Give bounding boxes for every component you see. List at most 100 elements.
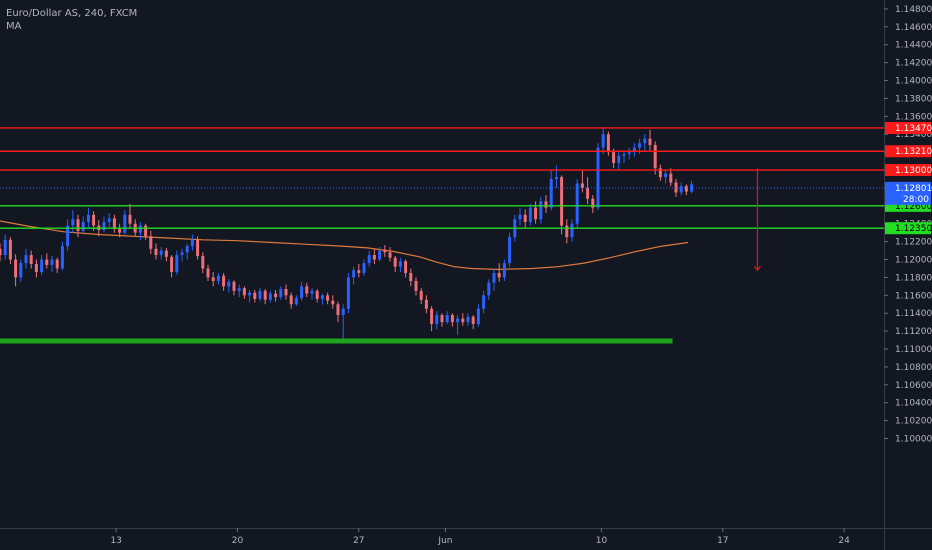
- candle-up: [482, 290, 486, 314]
- candle-up: [518, 207, 522, 226]
- candle-body: [76, 219, 80, 231]
- candle-up: [617, 152, 621, 171]
- candle-body: [216, 275, 220, 282]
- candle-up: [258, 288, 262, 302]
- candle-body: [669, 173, 673, 183]
- candle-up: [107, 212, 111, 228]
- candle-body: [320, 295, 324, 299]
- candle-body: [362, 263, 366, 273]
- candle-down: [534, 201, 538, 224]
- candle-body: [601, 134, 605, 148]
- candle-body: [206, 268, 210, 278]
- candle-down: [201, 252, 205, 273]
- candle-up: [487, 279, 491, 300]
- candle-up: [690, 180, 694, 194]
- candle-down: [669, 168, 673, 187]
- candle-body: [253, 292, 257, 299]
- candle-body: [71, 219, 75, 226]
- candle-body: [331, 300, 335, 305]
- candle-up: [3, 234, 7, 260]
- candle-down: [591, 195, 595, 213]
- candle-body: [0, 248, 2, 256]
- candle-up: [237, 284, 241, 298]
- candle-body: [404, 261, 408, 273]
- y-tick-label: 1.14600: [895, 23, 932, 33]
- candle-body: [414, 281, 418, 291]
- candle-down: [55, 257, 59, 273]
- candle-up: [362, 259, 366, 276]
- candle-body: [450, 315, 454, 323]
- tag-background: [885, 145, 931, 158]
- x-tick-label: 13: [110, 536, 121, 546]
- candle-down: [658, 164, 662, 181]
- candle-body: [690, 184, 694, 192]
- candle-down: [170, 255, 174, 278]
- candle-up: [643, 134, 647, 151]
- candle-body: [180, 252, 184, 256]
- candle-down: [372, 248, 376, 264]
- candle-up: [679, 182, 683, 196]
- candle-up: [66, 219, 70, 251]
- candle-down: [684, 184, 688, 196]
- x-tick-label: 27: [353, 536, 364, 546]
- candle-up: [294, 295, 298, 307]
- candle-body: [560, 177, 564, 226]
- candle-down: [274, 289, 278, 302]
- candle-down: [430, 306, 434, 332]
- candle-down: [154, 243, 158, 260]
- candle-down: [331, 295, 335, 309]
- candle-body: [60, 246, 64, 269]
- candle-down: [560, 175, 564, 235]
- candle-down: [196, 236, 200, 260]
- candle-body: [430, 308, 434, 324]
- candle-up: [466, 313, 470, 326]
- x-tick-label: 24: [838, 536, 850, 546]
- candle-body: [534, 207, 538, 220]
- candle-up: [190, 234, 194, 251]
- candle-down: [357, 264, 361, 278]
- candle-body: [648, 138, 652, 145]
- candle-body: [393, 257, 397, 267]
- tag-background: [885, 222, 931, 235]
- candle-body: [196, 239, 200, 256]
- candle-up: [60, 241, 64, 271]
- candle-body: [86, 214, 90, 222]
- candle-up: [102, 216, 106, 233]
- indicator-label: MA: [6, 21, 22, 32]
- candle-body: [419, 290, 423, 300]
- candle-body: [8, 239, 12, 260]
- candle-up: [664, 170, 668, 184]
- candle-body: [398, 261, 402, 267]
- candle-body: [570, 223, 574, 238]
- candle-body: [232, 281, 236, 291]
- time-axis-background: [0, 528, 932, 550]
- candle-body: [554, 177, 558, 179]
- candle-down: [565, 219, 569, 244]
- candle-body: [149, 236, 153, 249]
- candle-down: [206, 264, 210, 282]
- candle-down: [586, 177, 590, 205]
- candle-body: [138, 225, 142, 233]
- resistance-price-tag: 1.13470: [885, 121, 932, 134]
- candle-down: [450, 313, 454, 327]
- current-price-label: 1.12801: [895, 184, 932, 194]
- candle-down: [336, 301, 340, 323]
- candle-body: [492, 272, 496, 283]
- candle-down: [580, 170, 584, 193]
- candle-body: [284, 289, 288, 296]
- candle-body: [107, 218, 111, 222]
- candle-body: [476, 308, 480, 324]
- y-tick-label: 1.11400: [895, 309, 932, 319]
- candle-body: [575, 183, 579, 224]
- candle-down: [544, 195, 548, 213]
- candle-up: [445, 311, 449, 324]
- candle-body: [606, 134, 610, 153]
- candle-body: [300, 286, 304, 299]
- candle-down: [232, 280, 236, 296]
- moving-average-layer: [0, 220, 689, 271]
- y-tick-label: 1.10600: [895, 381, 932, 391]
- candle-body: [289, 295, 293, 305]
- candle-up: [175, 250, 179, 275]
